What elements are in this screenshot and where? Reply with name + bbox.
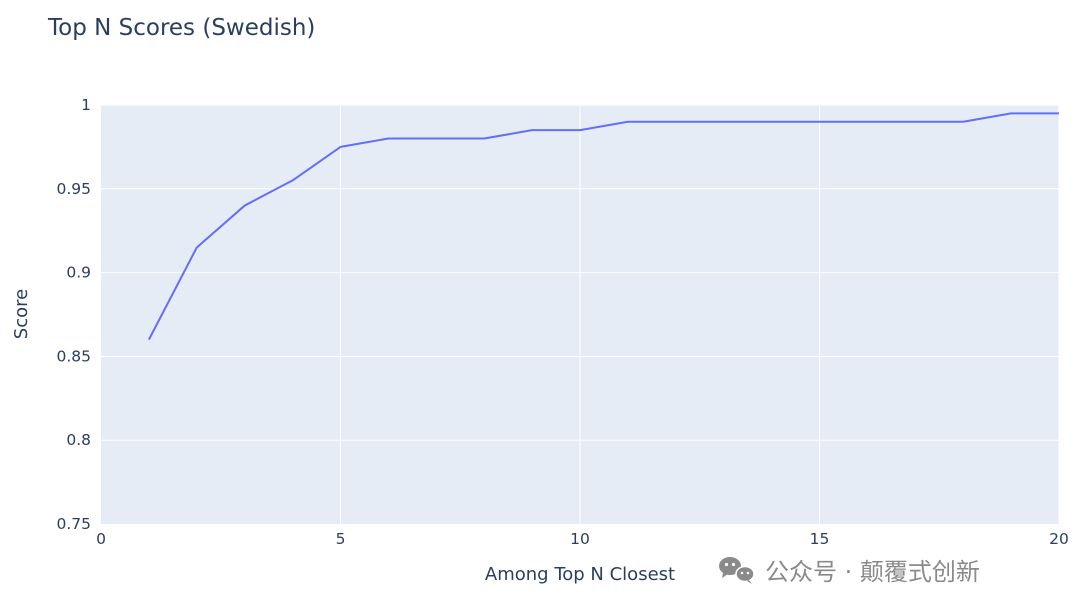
x-tick-label: 20 — [1049, 530, 1069, 548]
data-point — [1008, 110, 1014, 116]
data-point — [433, 136, 439, 142]
watermark: 公众号 · 颠覆式创新 — [719, 557, 980, 586]
y-tick-label: 0.8 — [66, 431, 91, 449]
data-point — [960, 119, 966, 125]
data-point — [242, 203, 248, 209]
y-tick-label: 0.75 — [56, 515, 91, 533]
data-point — [146, 337, 152, 343]
data-point — [625, 119, 631, 125]
x-tick-label: 0 — [96, 530, 106, 548]
data-point — [577, 127, 583, 133]
data-point — [673, 119, 679, 125]
y-axis-title: Score — [11, 289, 32, 339]
data-point — [721, 119, 727, 125]
data-point — [194, 244, 200, 250]
chart-title: Top N Scores (Swedish) — [47, 15, 315, 41]
y-tick-label: 0.9 — [66, 264, 91, 282]
series-line — [148, 112, 1059, 341]
gridlines — [101, 104, 1060, 524]
x-tick-label: 15 — [810, 530, 830, 548]
data-point — [817, 119, 823, 125]
data-point — [912, 119, 918, 125]
watermark-text: 公众号 · 颠覆式创新 — [765, 558, 980, 586]
data-point — [1056, 110, 1062, 116]
data-point — [290, 177, 296, 183]
data-point — [529, 127, 535, 133]
wechat-icon — [719, 557, 755, 584]
data-point — [385, 136, 391, 142]
y-tick-label: 1 — [81, 96, 91, 114]
data-point — [864, 119, 870, 125]
x-axis-title: Among Top N Closest — [485, 564, 675, 585]
data-point — [481, 136, 487, 142]
y-tick-label: 0.85 — [56, 347, 91, 365]
tick-labels: 0 5 10 15 20 0.75 0.8 0.85 0.9 0.95 1 — [56, 96, 1068, 548]
y-tick-label: 0.95 — [56, 180, 91, 198]
data-point — [338, 144, 344, 150]
x-tick-label: 5 — [336, 530, 346, 548]
x-tick-label: 10 — [570, 530, 590, 548]
data-point — [769, 119, 775, 125]
series-layer — [146, 110, 1062, 343]
